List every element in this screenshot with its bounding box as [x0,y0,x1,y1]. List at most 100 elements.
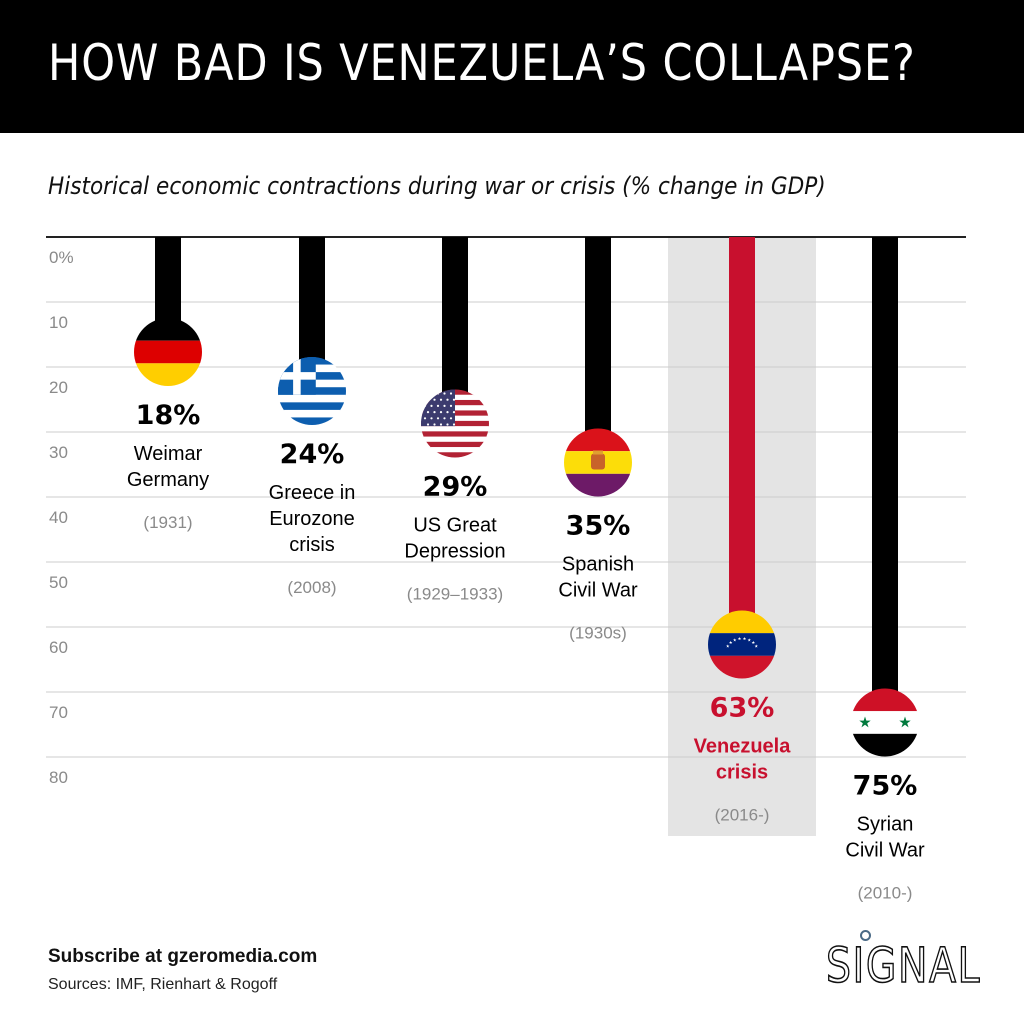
usa-star [443,392,446,395]
usa-star [452,423,456,426]
usa-star [436,404,440,407]
usa-star [439,423,443,426]
flag-stripe [564,473,632,497]
value-label: 63% [710,693,775,724]
bar-1 [299,237,325,361]
flag-stripe [278,409,346,418]
y-tick-label: 60 [49,638,68,657]
category-label: Civil War [845,840,925,862]
spanish-republic-flag [564,428,632,497]
usa-star [446,398,449,401]
usa-star [439,398,443,401]
bar-4 [729,237,755,615]
signal-logo: SIGNAL [825,930,980,995]
value-label: 29% [423,472,488,503]
category-label: Greece in [269,482,356,504]
category-label: Weimar [134,443,203,465]
flag-marker [278,357,346,425]
usa-star [443,404,446,407]
flag-stripe [708,655,776,679]
value-label: 24% [280,439,345,470]
value-label: 18% [136,400,201,431]
usa-star [426,411,430,414]
logo-dot-icon [860,930,871,941]
usa-star [443,417,446,420]
year-label: (1929–1933) [407,585,503,604]
usa-star [433,398,436,401]
subscribe-link[interactable]: Subscribe at gzeromedia.com [48,946,318,967]
usa-star [446,423,449,426]
flag-stripe [851,688,919,712]
usa-star [446,411,449,414]
flag-stripe [564,428,632,452]
category-label: crisis [289,534,335,556]
year-label: (1931) [143,513,192,532]
y-tick-label: 30 [49,443,68,462]
year-label: (2016-) [715,806,770,825]
usa-star [430,392,433,395]
y-tick-label: 40 [49,508,68,527]
coat-of-arms [591,453,605,470]
flag-stripe [708,633,776,656]
flag-stripe [421,431,489,438]
germany-flag [134,318,202,386]
flag-stripe [708,610,776,634]
category-label: Syrian [857,814,914,836]
flag-stripe [278,402,346,411]
flag-stripe [134,363,202,386]
chart-subtitle: Historical economic contractions during … [48,172,826,200]
flag-stripe [421,426,489,432]
usa-star [449,404,453,407]
header-banner: HOW BAD IS VENEZUELA’S COLLAPSE? [0,0,1024,133]
category-label: Eurozone [269,508,355,530]
flag-stripe [134,340,202,364]
value-label: 75% [853,771,918,802]
flag-stripe [421,452,489,458]
bar-5 [872,237,898,693]
bar-0 [155,237,181,322]
usa-canton [421,389,455,427]
year-label: (2008) [287,578,336,597]
year-label: (1930s) [569,624,627,643]
category-label: Civil War [558,580,638,602]
y-tick-label: 80 [49,768,68,787]
year-label: (2010-) [858,884,913,903]
bar-3 [585,237,611,433]
category-label: Spanish [562,554,634,576]
flag-stripe [421,436,489,443]
flag-marker [851,688,919,757]
usa-star [452,411,456,414]
flag-marker [421,389,489,458]
crown [593,450,603,455]
y-tick-label: 50 [49,573,68,592]
category-label: Depression [404,541,505,563]
flag-marker [708,610,776,679]
value-label: 35% [566,511,631,542]
usa-star [433,411,436,414]
venezuela-flag [708,610,776,679]
page-title: HOW BAD IS VENEZUELA’S COLLAPSE? [48,34,916,92]
category-label: Venezuela [694,736,792,758]
sources-note: Sources: IMF, Rienhart & Rogoff [48,976,278,993]
usa-star [426,398,430,401]
y-tick-label: 0% [49,248,74,267]
usa-star [436,392,440,395]
usa-star [423,417,427,420]
usa-star [452,398,456,401]
usa-star [433,423,436,426]
category-label: Germany [127,469,209,491]
usa-star [430,404,433,407]
flag-marker [564,428,632,497]
greece-flag [278,357,346,425]
logo-text: SIGNAL [825,937,982,995]
usa-star [423,392,427,395]
usa-star [449,417,453,420]
usa-star [430,417,433,420]
bar-2 [442,237,468,394]
syria-flag [851,688,919,757]
usa-flag [421,389,489,458]
greece-cross [293,357,301,395]
flag-stripe [851,733,919,757]
usa-star [439,411,443,414]
